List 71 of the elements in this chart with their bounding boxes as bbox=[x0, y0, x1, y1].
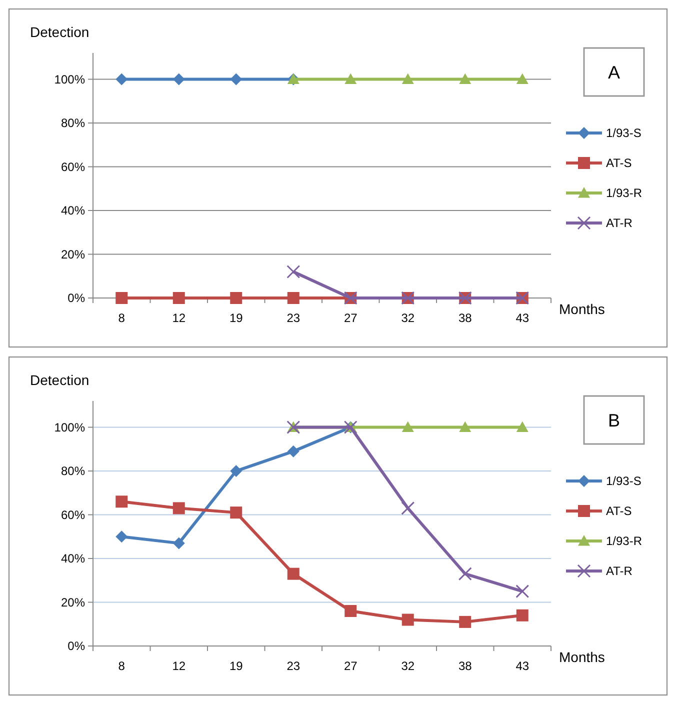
point bbox=[459, 421, 472, 432]
point bbox=[458, 567, 472, 581]
y-tick-label: 60% bbox=[60, 508, 86, 522]
y-tick-label: 80% bbox=[60, 464, 86, 478]
x-tick-label: 38 bbox=[458, 659, 472, 673]
legend-label: AT-R bbox=[606, 564, 633, 578]
point bbox=[230, 506, 242, 519]
point bbox=[516, 73, 528, 84]
point bbox=[172, 73, 185, 86]
point bbox=[344, 73, 357, 84]
text: B bbox=[608, 410, 620, 430]
point bbox=[116, 292, 128, 304]
point bbox=[172, 537, 185, 550]
x-tick-label: 38 bbox=[458, 311, 472, 325]
y-tick-label: 40% bbox=[60, 552, 86, 566]
legend-label: AT-S bbox=[606, 156, 632, 170]
y-tick-label: 100% bbox=[54, 420, 86, 434]
y-axis-title: Detection bbox=[30, 372, 90, 388]
legend-label: AT-R bbox=[606, 216, 633, 230]
x-axis-title: Months bbox=[559, 301, 605, 317]
point bbox=[287, 568, 300, 580]
x-tick-label: 19 bbox=[229, 659, 244, 673]
point bbox=[459, 616, 472, 628]
x-tick-label: 12 bbox=[172, 659, 186, 673]
legend-label: 1/93-S bbox=[606, 126, 642, 140]
x-tick-label: 8 bbox=[118, 311, 126, 325]
point bbox=[516, 584, 530, 598]
x-tick-label: 23 bbox=[286, 659, 300, 673]
point bbox=[402, 614, 414, 626]
point bbox=[230, 465, 242, 477]
y-tick-label: 60% bbox=[60, 160, 86, 174]
point bbox=[116, 73, 128, 86]
y-tick-label: 100% bbox=[54, 72, 86, 86]
legend-label: 1/93-R bbox=[606, 186, 642, 200]
point bbox=[116, 530, 128, 543]
x-tick-label: 19 bbox=[229, 311, 244, 325]
point bbox=[402, 421, 414, 432]
point bbox=[172, 502, 185, 514]
legend-label: 1/93-R bbox=[606, 534, 642, 548]
point bbox=[286, 265, 300, 278]
point bbox=[516, 421, 528, 432]
point bbox=[287, 292, 300, 304]
y-tick-label: 20% bbox=[60, 595, 86, 610]
x-axis-title: Months bbox=[559, 649, 605, 665]
point bbox=[344, 605, 357, 617]
x-tick-label: 32 bbox=[401, 311, 415, 325]
x-tick-label: 23 bbox=[286, 311, 300, 325]
point bbox=[287, 445, 300, 458]
y-tick-label: 0% bbox=[68, 291, 86, 306]
point bbox=[459, 73, 472, 84]
point bbox=[402, 73, 414, 84]
x-tick-label: 27 bbox=[344, 659, 358, 673]
x-tick-label: 43 bbox=[516, 311, 530, 325]
point bbox=[230, 73, 242, 86]
text: A bbox=[608, 62, 620, 82]
y-tick-label: 20% bbox=[60, 247, 86, 262]
y-tick-label: 80% bbox=[60, 116, 86, 130]
x-tick-label: 32 bbox=[401, 659, 415, 673]
x-tick-label: 43 bbox=[516, 659, 530, 673]
y-tick-label: 40% bbox=[60, 204, 86, 218]
x-tick-label: 8 bbox=[118, 659, 126, 673]
point bbox=[230, 292, 242, 304]
y-axis-title: Detection bbox=[30, 24, 90, 40]
x-tick-label: 27 bbox=[344, 311, 358, 325]
point bbox=[116, 496, 128, 508]
x-tick-label: 12 bbox=[172, 311, 186, 325]
point bbox=[172, 292, 185, 304]
legend-label: AT-S bbox=[606, 504, 632, 518]
legend-label: 1/93-S bbox=[606, 474, 642, 488]
y-tick-label: 0% bbox=[68, 639, 86, 654]
point bbox=[516, 609, 528, 622]
